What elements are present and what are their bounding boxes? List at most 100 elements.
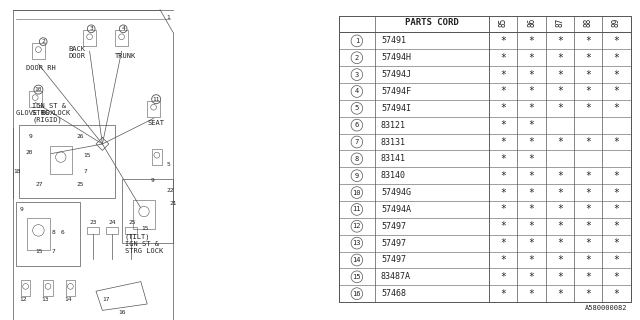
Text: *: *: [614, 272, 620, 282]
Bar: [125, 227, 137, 234]
Text: *: *: [585, 238, 591, 248]
Text: 14: 14: [64, 297, 72, 302]
Text: 15: 15: [353, 274, 361, 280]
Text: 6: 6: [355, 122, 359, 128]
Text: 88: 88: [584, 18, 593, 27]
Text: 83487A: 83487A: [381, 272, 411, 281]
Bar: [87, 227, 99, 234]
Text: 57497: 57497: [381, 239, 406, 248]
Text: *: *: [585, 53, 591, 63]
Text: 57494H: 57494H: [381, 53, 411, 62]
Text: (TILT)
IGN ST &
STRG LOCK: (TILT) IGN ST & STRG LOCK: [125, 233, 163, 254]
Text: *: *: [557, 272, 563, 282]
Text: 22: 22: [166, 188, 174, 193]
Text: GLOVE BOX: GLOVE BOX: [16, 110, 54, 116]
Text: 14: 14: [353, 257, 361, 263]
Text: SEAT: SEAT: [147, 120, 164, 126]
Text: *: *: [500, 103, 506, 113]
Text: *: *: [585, 221, 591, 231]
Text: 11: 11: [353, 206, 361, 212]
Text: *: *: [529, 289, 534, 299]
Text: IGN ST &
STRG LOCK
(RIGID): IGN ST & STRG LOCK (RIGID): [32, 103, 70, 123]
Text: 18: 18: [13, 169, 20, 174]
Text: *: *: [585, 171, 591, 181]
Text: *: *: [529, 120, 534, 130]
Text: *: *: [500, 272, 506, 282]
Bar: [28, 218, 50, 250]
Text: *: *: [500, 86, 506, 96]
Text: *: *: [500, 154, 506, 164]
Text: *: *: [585, 188, 591, 197]
Text: 57494I: 57494I: [381, 104, 411, 113]
Text: 9: 9: [355, 173, 359, 179]
Text: *: *: [557, 188, 563, 197]
Text: DOOR RH: DOOR RH: [26, 65, 55, 71]
Text: 12: 12: [353, 223, 361, 229]
Text: 85: 85: [499, 18, 508, 27]
Text: *: *: [557, 171, 563, 181]
Text: *: *: [614, 188, 620, 197]
Text: 57497: 57497: [381, 222, 406, 231]
Bar: [19, 125, 115, 198]
Text: 25: 25: [77, 181, 84, 187]
Text: 8: 8: [355, 156, 359, 162]
Text: *: *: [614, 103, 620, 113]
Text: *: *: [557, 221, 563, 231]
Text: *: *: [500, 120, 506, 130]
Text: 10: 10: [35, 87, 42, 92]
Text: *: *: [585, 255, 591, 265]
Text: *: *: [529, 154, 534, 164]
Bar: [21, 280, 31, 296]
Text: *: *: [614, 204, 620, 214]
Text: *: *: [614, 53, 620, 63]
Text: *: *: [500, 221, 506, 231]
Text: *: *: [614, 69, 620, 80]
Text: A580000082: A580000082: [585, 305, 628, 310]
Text: 15: 15: [35, 249, 43, 254]
Text: 9: 9: [150, 179, 154, 183]
Text: *: *: [529, 171, 534, 181]
Text: 4: 4: [122, 26, 125, 31]
Text: *: *: [557, 238, 563, 248]
Bar: [32, 43, 45, 59]
Text: *: *: [529, 255, 534, 265]
Bar: [133, 200, 156, 229]
Text: 2: 2: [42, 39, 45, 44]
Text: 83140: 83140: [381, 171, 406, 180]
Text: 11: 11: [152, 97, 160, 102]
Text: 86: 86: [527, 18, 536, 27]
Bar: [115, 30, 128, 46]
Text: 7: 7: [51, 249, 55, 254]
Text: 4: 4: [355, 88, 359, 94]
Text: *: *: [529, 86, 534, 96]
Text: *: *: [614, 36, 620, 46]
Text: *: *: [585, 103, 591, 113]
Text: *: *: [529, 137, 534, 147]
Text: *: *: [557, 137, 563, 147]
Text: *: *: [557, 36, 563, 46]
Text: 7: 7: [355, 139, 359, 145]
Text: 57491: 57491: [381, 36, 406, 45]
Text: *: *: [614, 221, 620, 231]
Bar: [106, 227, 118, 234]
Text: *: *: [500, 204, 506, 214]
Text: 15: 15: [141, 227, 148, 231]
Text: *: *: [614, 238, 620, 248]
Text: 23: 23: [90, 220, 97, 225]
Text: *: *: [529, 221, 534, 231]
Text: 16: 16: [353, 291, 361, 297]
Text: *: *: [557, 103, 563, 113]
Bar: [122, 179, 173, 243]
Text: *: *: [585, 36, 591, 46]
Text: 12: 12: [19, 297, 27, 302]
Text: *: *: [500, 36, 506, 46]
Text: 26: 26: [77, 134, 84, 139]
Text: *: *: [557, 53, 563, 63]
Text: TRUNK: TRUNK: [115, 52, 136, 59]
Bar: [29, 91, 42, 107]
Bar: [83, 30, 96, 46]
Text: *: *: [557, 69, 563, 80]
Text: 1: 1: [355, 38, 359, 44]
Text: *: *: [529, 238, 534, 248]
Text: 1: 1: [166, 15, 170, 20]
